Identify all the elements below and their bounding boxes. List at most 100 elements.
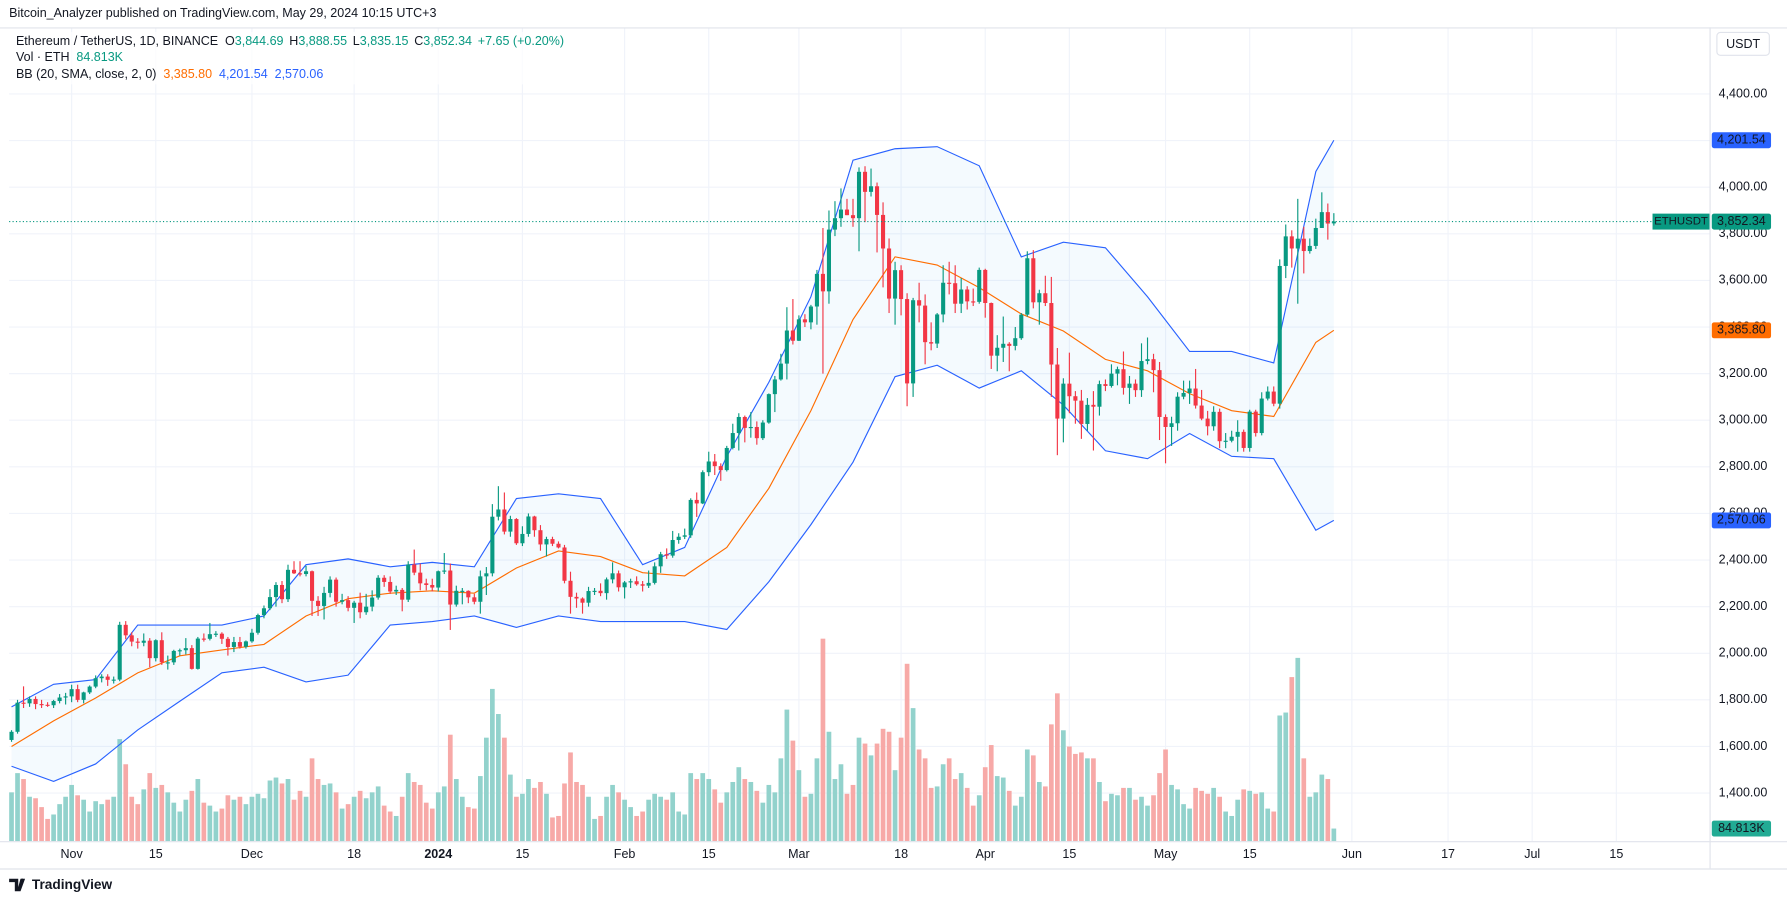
- volume-bar: [63, 796, 68, 842]
- candle-body: [911, 300, 916, 384]
- x-tick-label: Apr: [975, 847, 994, 861]
- candle-body: [117, 624, 122, 680]
- candle-body: [1265, 391, 1270, 399]
- candle-body: [520, 533, 525, 544]
- candle-body: [1121, 369, 1126, 388]
- candle-body: [652, 566, 657, 583]
- volume-value: 84.813K: [76, 50, 123, 64]
- candle-body: [995, 347, 1000, 356]
- candle-body: [760, 422, 765, 439]
- candle-body: [628, 581, 633, 583]
- volume-bar: [952, 779, 958, 842]
- volume-bar: [946, 758, 952, 842]
- candle-body: [243, 641, 248, 647]
- candle-body: [201, 638, 206, 640]
- volume-bar: [718, 802, 724, 842]
- x-tick-label: Nov: [60, 847, 83, 861]
- candles-layer: [9, 166, 1336, 742]
- candle-body: [1085, 404, 1090, 424]
- volume-bar: [315, 779, 321, 842]
- volume-bar: [273, 777, 279, 842]
- axis-layer: 1,400.00 1,600.00 1,800.00 2,000.00 2,200.00…: [0, 27, 1787, 870]
- volume-bar: [1223, 811, 1228, 842]
- price-tag-label: 4,201.54: [1717, 133, 1766, 147]
- candle-body: [388, 581, 393, 592]
- candle-body: [328, 579, 333, 593]
- candle-body: [1187, 388, 1192, 393]
- candle-body: [808, 306, 813, 323]
- volume-bar: [862, 743, 868, 842]
- candle-body: [231, 642, 236, 647]
- volume-bar: [694, 779, 700, 842]
- volume-bar: [285, 779, 291, 842]
- candle-body: [285, 569, 291, 600]
- candle-body: [370, 597, 375, 607]
- candle-body: [195, 638, 200, 669]
- volume-bar: [387, 811, 393, 842]
- candle-body: [159, 640, 164, 663]
- currency-box[interactable]: [1716, 31, 1770, 56]
- candle-body: [213, 633, 218, 635]
- x-tick-label: Dec: [241, 847, 263, 861]
- volume-bar: [772, 792, 778, 842]
- candle-body: [141, 640, 146, 643]
- volume-bar: [1331, 828, 1337, 842]
- volume-bar: [1024, 749, 1030, 842]
- candle-body: [929, 342, 934, 344]
- currency-button[interactable]: USDT: [1716, 31, 1770, 56]
- y-tick-label: 1,400.00: [1719, 785, 1768, 799]
- candle-body: [1253, 411, 1258, 434]
- volume-bar: [658, 796, 664, 842]
- volume-name: Vol · ETH: [16, 50, 70, 64]
- currency-label[interactable]: USDT: [1726, 37, 1760, 51]
- candle-body: [478, 576, 483, 602]
- candle-body: [496, 509, 501, 517]
- candle-body: [484, 573, 489, 577]
- volume-bar: [1085, 758, 1090, 842]
- candle-body: [935, 314, 940, 344]
- attribution: Bitcoin_Analyzer published on TradingVie…: [9, 6, 436, 20]
- volume-bar: [550, 817, 555, 842]
- volume-tag: [1711, 820, 1772, 837]
- candle-body: [123, 624, 128, 636]
- volume-bar: [736, 767, 742, 842]
- volume-bar: [886, 731, 892, 842]
- volume-bar: [177, 811, 183, 842]
- candle-body: [394, 589, 399, 592]
- volume-bar: [1012, 805, 1018, 842]
- volume-bar: [802, 796, 808, 842]
- candle-body: [57, 697, 62, 702]
- volume-bar: [1271, 811, 1277, 842]
- volume-bar: [339, 808, 345, 842]
- legend: Ethereum / TetherUS, 1D, BINANCE O3,844.…: [9, 31, 564, 85]
- logo-dot: [20, 878, 25, 883]
- volume-bar: [760, 802, 766, 842]
- candle-body: [376, 577, 381, 598]
- candle-body: [279, 584, 285, 600]
- candle-body: [424, 583, 429, 585]
- volume-bar: [700, 773, 706, 842]
- x-tick-label: 15: [702, 847, 716, 861]
- ohlc-label: H: [289, 34, 298, 48]
- volume-bar: [1169, 784, 1174, 842]
- candle-body: [923, 305, 928, 343]
- volume-bar: [129, 796, 135, 842]
- candle-body: [460, 590, 465, 592]
- candle-body: [454, 590, 459, 605]
- volume-bar: [742, 779, 748, 842]
- x-tick-label: 15: [1609, 847, 1623, 861]
- volume-bar: [640, 811, 645, 842]
- candle-body: [712, 461, 717, 467]
- x-tick-label: Mar: [788, 847, 810, 861]
- volume-bar: [195, 779, 201, 842]
- volume-bar: [670, 792, 676, 842]
- legend-backdrop: [9, 31, 545, 85]
- candle-body: [219, 633, 224, 639]
- candle-body: [730, 433, 735, 448]
- candle-body: [502, 509, 507, 532]
- volume-bar: [189, 790, 195, 842]
- candle-body: [790, 330, 795, 341]
- candle-body: [1043, 293, 1048, 304]
- x-tick-label: Jun: [1342, 847, 1362, 861]
